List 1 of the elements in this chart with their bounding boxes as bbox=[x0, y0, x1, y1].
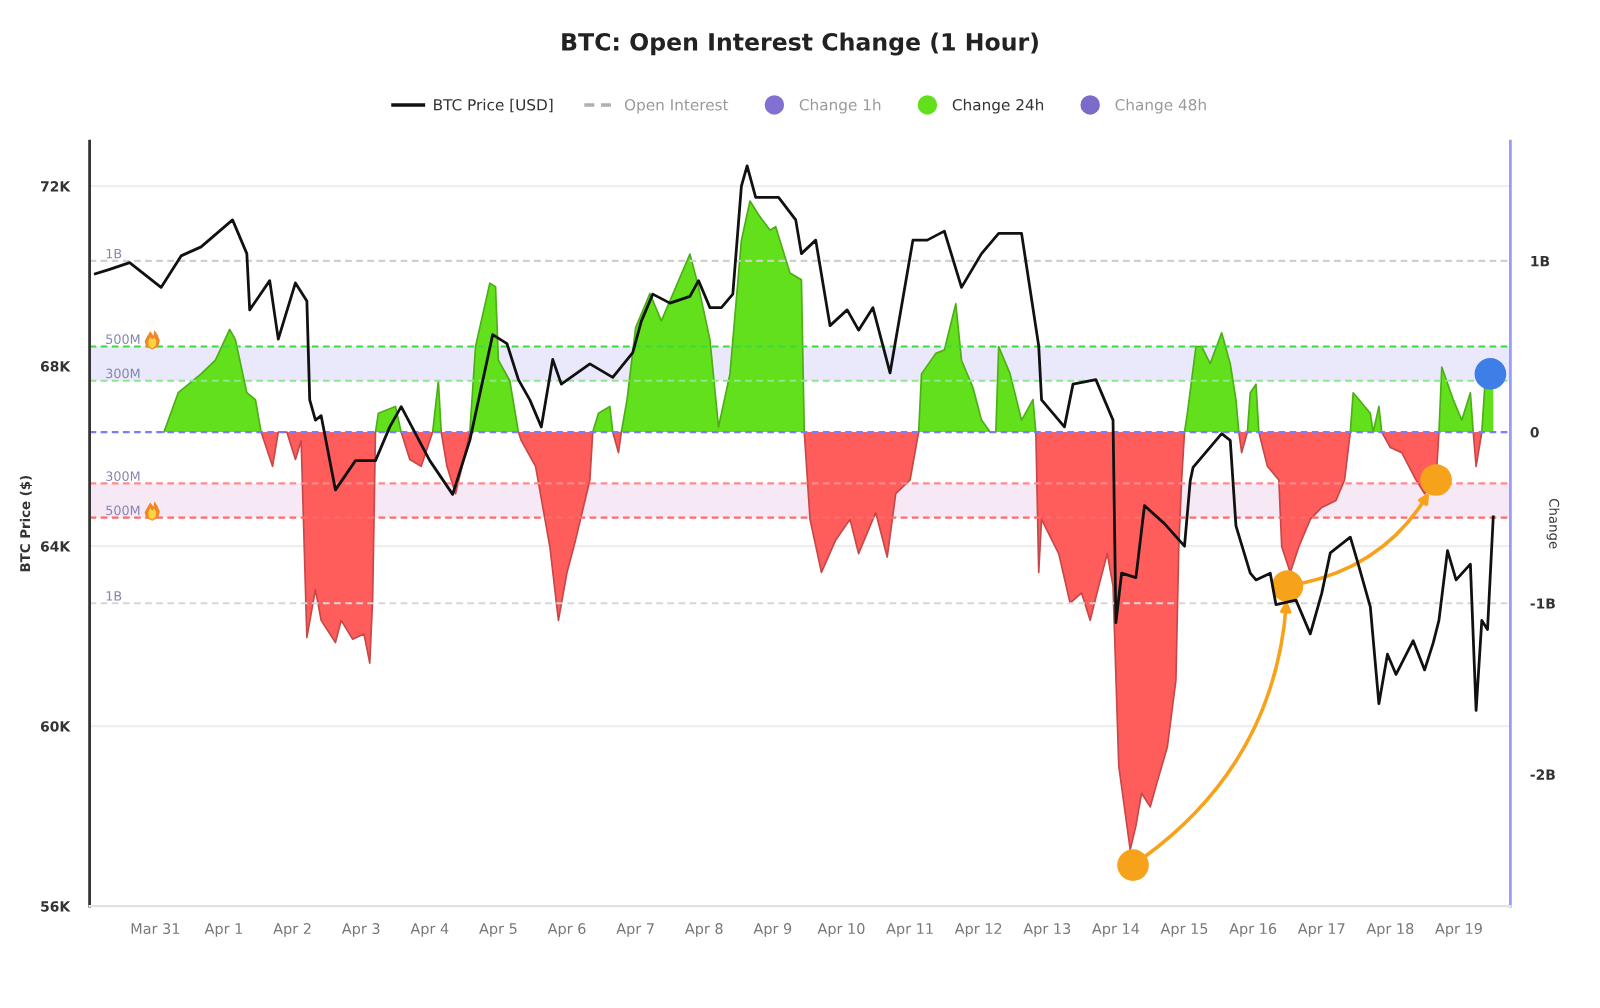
chart-title: BTC: Open Interest Change (1 Hour) bbox=[562, 32, 1038, 56]
